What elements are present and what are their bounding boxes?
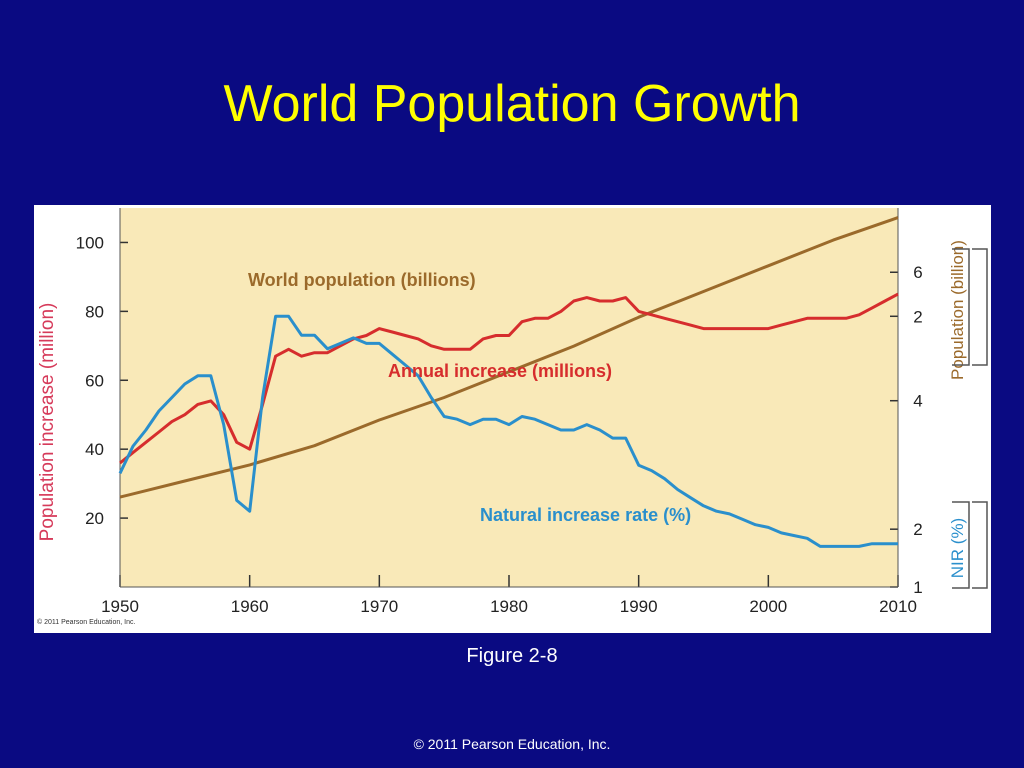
x-tick-label: 1960 [231,597,269,616]
series-label-population: World population (billions) [248,270,476,290]
right-tick-label: 6 [913,263,922,282]
left-axis-label: Population increase (million) [37,303,58,542]
population-chart: 1950 1960 1970 1980 1990 2000 2010 20 40 60 80 100 2… [37,208,988,626]
series-label-annual: Annual increase (millions) [388,361,612,381]
series-line-natural-increase-rate [118,314,898,548]
x-tick-label: 1950 [101,597,139,616]
x-tick-label: 1970 [360,597,398,616]
footer-copyright: © 2011 Pearson Education, Inc. [413,736,611,752]
plot-background [120,208,898,587]
left-tick-label: 60 [85,371,104,390]
figure-caption: Figure 2-8 [466,645,558,667]
right-tick-label: 2 [913,520,922,539]
left-tick-label: 80 [85,302,104,321]
left-tick-label: 20 [85,509,104,528]
x-tick-label: 2000 [749,597,787,616]
right-axis-label-population: Population (billion) [948,240,967,380]
right-tick-label: 2 [913,307,922,326]
right-tick-label: 4 [913,392,922,411]
figure-credit: © 2011 Pearson Education, Inc. [37,618,135,626]
slide-title: World Population Growth [223,75,801,133]
series-label-nir: Natural increase rate (%) [480,505,691,525]
right-axis-label-nir: NIR (%) [948,518,967,578]
right-tick-label: 1 [913,578,922,597]
series-line-population [119,216,899,499]
left-tick-label: 40 [85,440,104,459]
figure-panel: 1950 1960 1970 1980 1990 2000 2010 20 40 60 80 100 2… [34,205,991,633]
x-tick-label: 2010 [879,597,917,616]
x-tick-label: 1990 [620,597,658,616]
bracket-population [952,248,988,366]
series-line-annual-increase [119,292,899,465]
left-tick-label: 100 [76,233,104,252]
bracket-nir [952,501,988,589]
x-tick-label: 1980 [490,597,528,616]
